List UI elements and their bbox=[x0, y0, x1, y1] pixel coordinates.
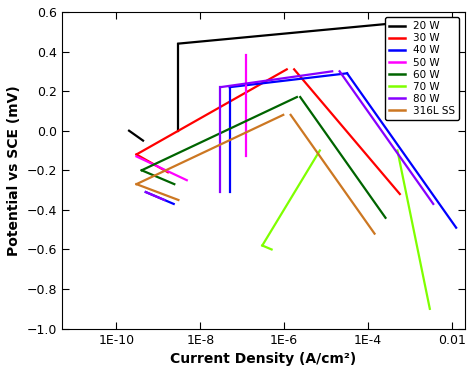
Y-axis label: Potential vs SCE (mV): Potential vs SCE (mV) bbox=[7, 85, 21, 256]
Legend: 20 W, 30 W, 40 W, 50 W, 60 W, 70 W, 80 W, 316L SS: 20 W, 30 W, 40 W, 50 W, 60 W, 70 W, 80 W… bbox=[385, 17, 459, 120]
X-axis label: Current Density (A/cm²): Current Density (A/cm²) bbox=[170, 352, 356, 366]
